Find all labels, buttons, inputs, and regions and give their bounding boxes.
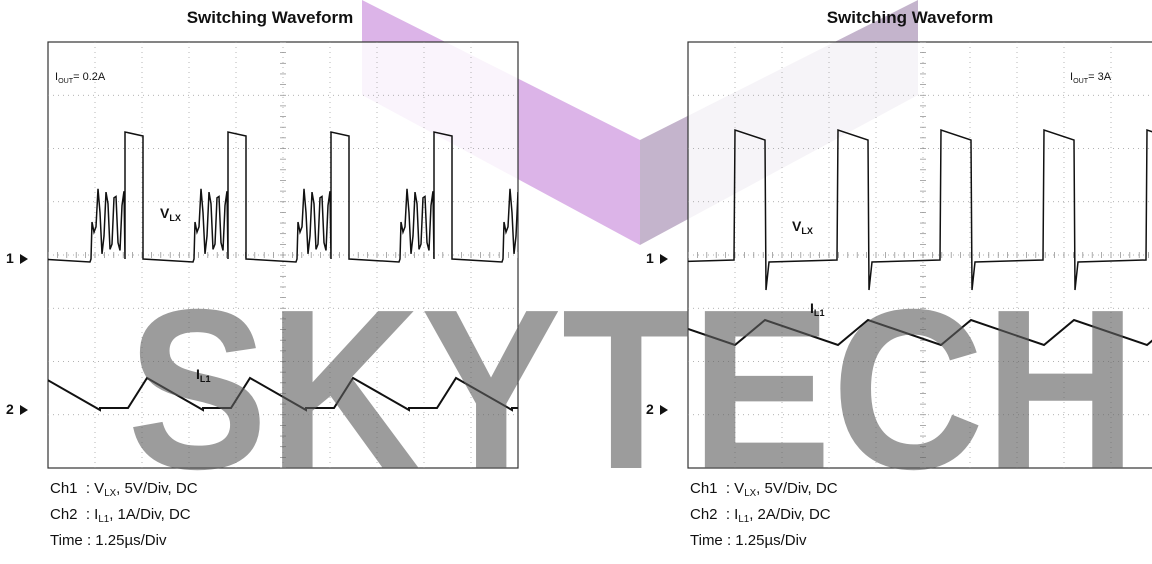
ch1-waveform	[688, 128, 1152, 291]
ch1-waveform	[48, 131, 518, 263]
condition-sub: OUT	[1073, 77, 1089, 85]
ch2-label: IL1	[196, 366, 211, 384]
channel-marker: 2	[6, 401, 14, 417]
ch2-label-sub: L1	[813, 308, 825, 318]
ch1-label-main: V	[160, 205, 170, 221]
condition: IOUT= 0.2A	[55, 71, 105, 85]
caption-line-sub: LX	[744, 488, 757, 499]
panel-title: Switching Waveform	[186, 8, 354, 27]
ch1-label-sub: LX	[801, 226, 813, 236]
caption-line-sub: L1	[738, 514, 750, 525]
ch1-label: VLX	[792, 218, 813, 236]
condition: IOUT= 3A	[1070, 71, 1111, 85]
ch2-label-main: I	[196, 366, 200, 382]
caption-line-post: , 5V/Div, DC	[116, 480, 198, 497]
caption-line: Time : 1.25µs/Div	[50, 532, 166, 549]
caption-line-sub: LX	[104, 488, 117, 499]
marker-arrow	[660, 254, 668, 264]
waveforms	[688, 128, 1152, 347]
channel-marker: 1	[646, 250, 654, 266]
caption-line-pre: Time : 1.25µs/Div	[50, 532, 167, 549]
ch2-label: IL1	[810, 300, 825, 318]
scope-grid	[48, 42, 518, 468]
ch2-label-sub: L1	[199, 374, 211, 384]
marker-arrow	[20, 405, 28, 415]
ch1-label: VLX	[160, 205, 181, 223]
ch2-waveform	[48, 376, 518, 412]
ch1-label-sub: LX	[169, 213, 181, 223]
caption-line: Time : 1.25µs/Div	[690, 532, 806, 549]
ch1-label-main: V	[792, 218, 802, 234]
marker-arrow	[660, 405, 668, 415]
caption-line-pre: Ch1 : V	[50, 480, 105, 497]
ch2-label-main: I	[810, 300, 814, 316]
condition-main: I	[1070, 71, 1074, 83]
caption-line-sub: L1	[98, 514, 110, 525]
caption-line-post: , 1A/Div, DC	[109, 506, 191, 523]
condition-rest: = 0.2A	[73, 71, 106, 83]
caption-line-post: , 2A/Div, DC	[749, 506, 831, 523]
channel-marker: 1	[6, 250, 14, 266]
caption-line: Ch1 : VLX, 5V/Div, DC	[50, 480, 198, 499]
caption-line: Ch1 : VLX, 5V/Div, DC	[690, 480, 838, 499]
caption-line-pre: Ch2 : I	[50, 506, 99, 523]
marker-arrow	[20, 254, 28, 264]
condition-sub: OUT	[58, 77, 74, 85]
condition-rest: = 3A	[1088, 71, 1112, 83]
caption-line-post: , 5V/Div, DC	[756, 480, 838, 497]
channel-marker: 2	[646, 401, 654, 417]
scope-grid	[688, 42, 1152, 468]
ch2-waveform	[688, 318, 1152, 347]
caption-line-pre: Time : 1.25µs/Div	[690, 532, 807, 549]
caption-line-pre: Ch2 : I	[690, 506, 739, 523]
condition-main: I	[55, 71, 59, 83]
caption-line: Ch2 : IL1, 2A/Div, DC	[690, 506, 831, 525]
panel-title: Switching Waveform	[826, 8, 994, 27]
caption-line-pre: Ch1 : V	[690, 480, 745, 497]
caption-line: Ch2 : IL1, 1A/Div, DC	[50, 506, 191, 525]
waveforms	[48, 131, 518, 412]
